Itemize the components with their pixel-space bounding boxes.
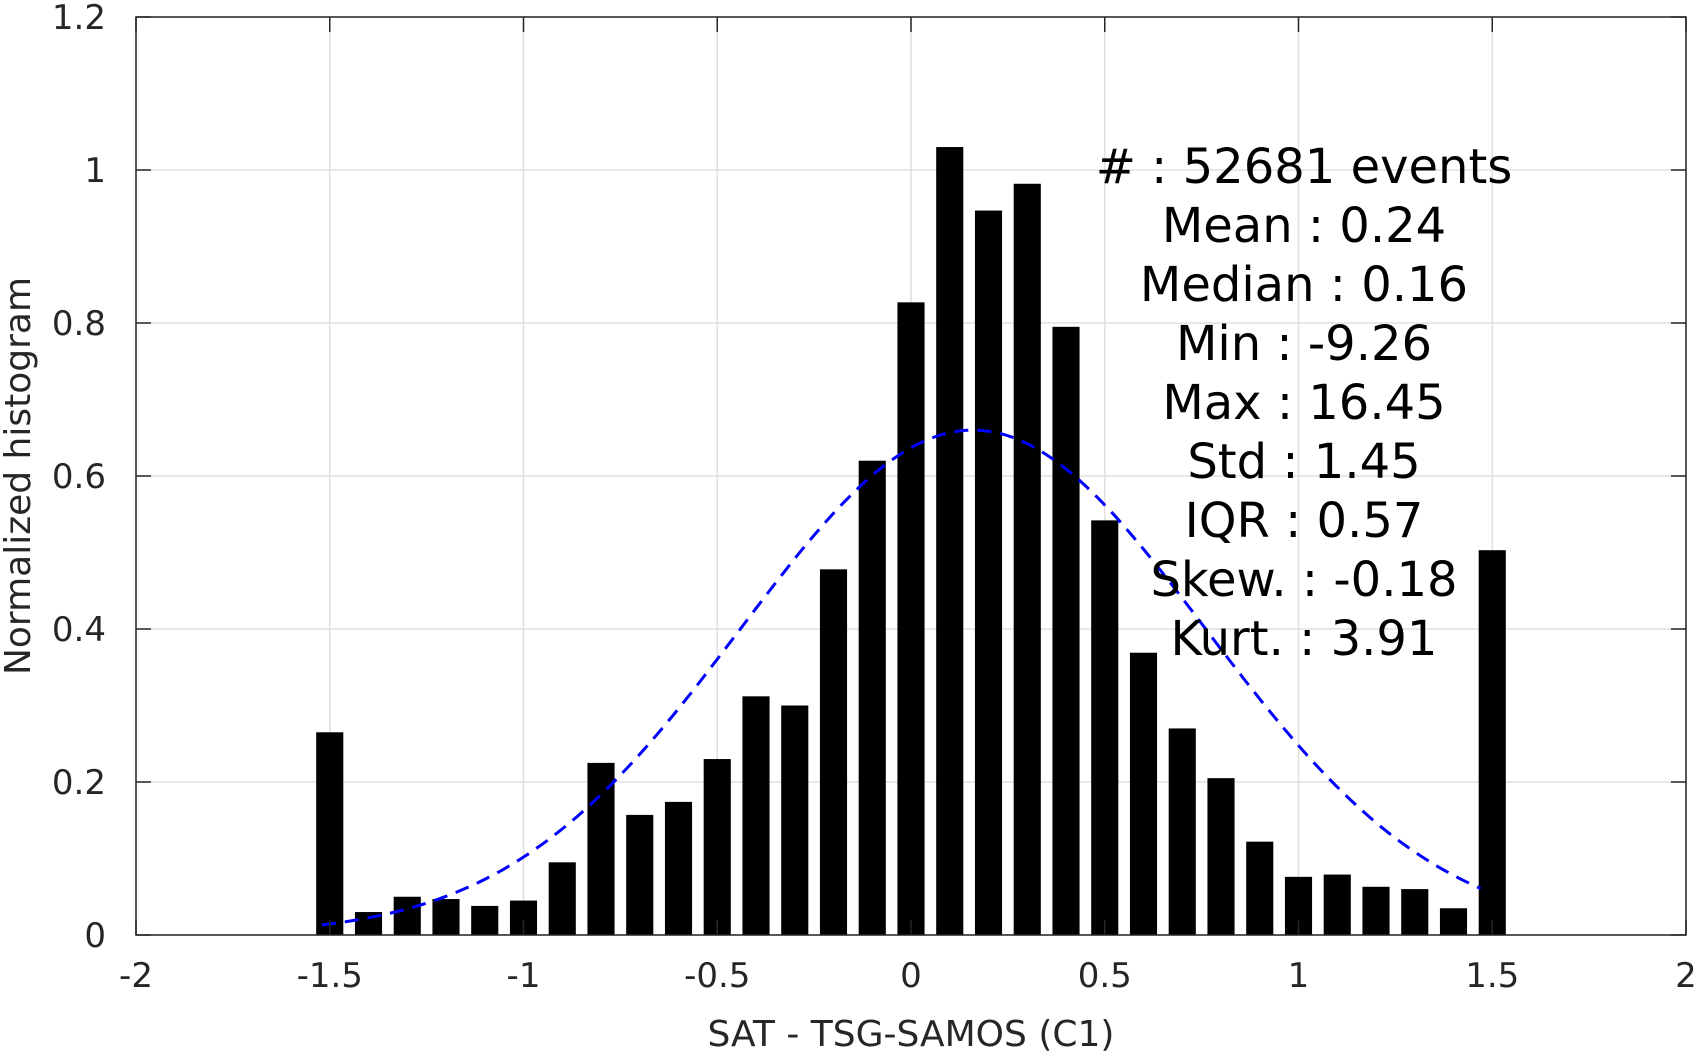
x-tick-label: 2 (1675, 956, 1697, 996)
histogram-bar (974, 210, 1003, 936)
stat-value: 3.91 (1331, 611, 1438, 667)
stat-separator: : (1284, 611, 1331, 667)
x-axis-label: SAT - TSG-SAMOS (C1) (708, 1014, 1115, 1053)
stat-line: Std : 1.45 (1187, 434, 1420, 490)
x-tick-label: -0.5 (684, 956, 750, 996)
histogram-bar (1013, 183, 1041, 935)
stat-separator: : (1287, 552, 1334, 608)
y-tick-label: 1 (84, 151, 106, 191)
stat-line: Min : -9.26 (1176, 316, 1432, 372)
histogram-bar (1401, 889, 1429, 935)
y-tick-label: 1.2 (52, 0, 106, 38)
histogram-bar (316, 732, 344, 935)
stat-separator: : (1262, 375, 1309, 431)
stat-label: Std (1187, 434, 1267, 490)
stat-separator: : (1270, 493, 1317, 549)
histogram-bar (1439, 908, 1468, 935)
stat-value: -9.26 (1308, 316, 1432, 372)
x-tick-labels: -2 -1.5 -1 -0.5 0 0.5 1 1.5 2 (119, 956, 1697, 996)
stat-value: 0.16 (1361, 257, 1468, 313)
x-tick-label: 0 (900, 956, 922, 996)
stat-label: Max (1162, 375, 1261, 431)
stat-value: 0.24 (1339, 198, 1446, 254)
stat-separator: : (1293, 198, 1340, 254)
x-tick-label: -1.5 (297, 956, 363, 996)
stat-line: Kurt. : 3.91 (1171, 611, 1438, 667)
stat-line: # : 52681 events (1096, 139, 1513, 195)
x-tick-label: 1.5 (1465, 956, 1519, 996)
x-tick-label: 1 (1288, 956, 1310, 996)
stat-label: IQR (1185, 493, 1270, 549)
stat-line: Mean : 0.24 (1162, 198, 1446, 254)
stat-value: -0.18 (1333, 552, 1457, 608)
y-tick-labels: 0 0.2 0.4 0.6 0.8 1 1.2 (52, 0, 106, 956)
axis-ticks (135, 16, 1687, 936)
histogram-bar (858, 460, 886, 935)
stat-label: Median (1140, 257, 1315, 313)
histogram-bars (316, 147, 1506, 936)
stat-label: Kurt. (1171, 611, 1284, 667)
histogram-bar (781, 705, 809, 935)
stat-separator: : (1136, 139, 1183, 195)
histogram-bar (703, 759, 731, 935)
histogram-bar (1129, 652, 1158, 935)
histogram-bar (897, 302, 925, 936)
histogram-bar (819, 569, 848, 935)
histogram-bar (1052, 326, 1080, 935)
y-tick-label: 0 (84, 916, 106, 956)
histogram-bar (432, 899, 460, 935)
histogram-bar (1478, 550, 1506, 935)
stat-label: Min (1176, 316, 1261, 372)
histogram-bar (1323, 874, 1351, 935)
stat-label: Mean (1162, 198, 1293, 254)
y-tick-label: 0.4 (52, 610, 106, 650)
y-tick-label: 0.2 (52, 763, 106, 803)
stat-separator: : (1315, 257, 1362, 313)
histogram-bar (1246, 841, 1274, 935)
y-axis-label: Normalized histogram (0, 277, 39, 675)
histogram-bar (548, 862, 576, 935)
y-tick-label: 0.6 (52, 457, 106, 497)
normal-fit-curve (321, 428, 1482, 927)
stat-value: 16.45 (1308, 375, 1445, 431)
histogram-bar (393, 896, 421, 935)
histogram-bar (1362, 886, 1390, 935)
stat-label: Skew. (1150, 552, 1286, 608)
histogram-bar (742, 696, 770, 935)
histogram-bar (936, 147, 964, 936)
x-tick-label: -2 (119, 956, 153, 996)
stat-line: Skew. : -0.18 (1150, 552, 1457, 608)
stat-separator: : (1261, 316, 1308, 372)
stat-value: 52681 events (1183, 139, 1513, 195)
stat-value: 0.57 (1317, 493, 1424, 549)
histogram-bar (664, 801, 693, 935)
stat-line: Max : 16.45 (1162, 375, 1445, 431)
histogram-bar (471, 905, 499, 935)
histogram-bar (1207, 778, 1235, 935)
histogram-bar (1168, 728, 1196, 935)
stat-line: Median : 0.16 (1140, 257, 1468, 313)
stat-line: IQR : 0.57 (1185, 493, 1424, 549)
histogram-bar (626, 814, 654, 935)
histogram-bar (587, 762, 615, 935)
histogram-bar (1091, 520, 1119, 935)
x-tick-label: 0.5 (1078, 956, 1132, 996)
y-tick-label: 0.8 (52, 304, 106, 344)
stat-label: # (1096, 139, 1136, 195)
x-tick-label: -1 (507, 956, 541, 996)
stat-separator: : (1267, 434, 1314, 490)
stat-value: 1.45 (1314, 434, 1421, 490)
